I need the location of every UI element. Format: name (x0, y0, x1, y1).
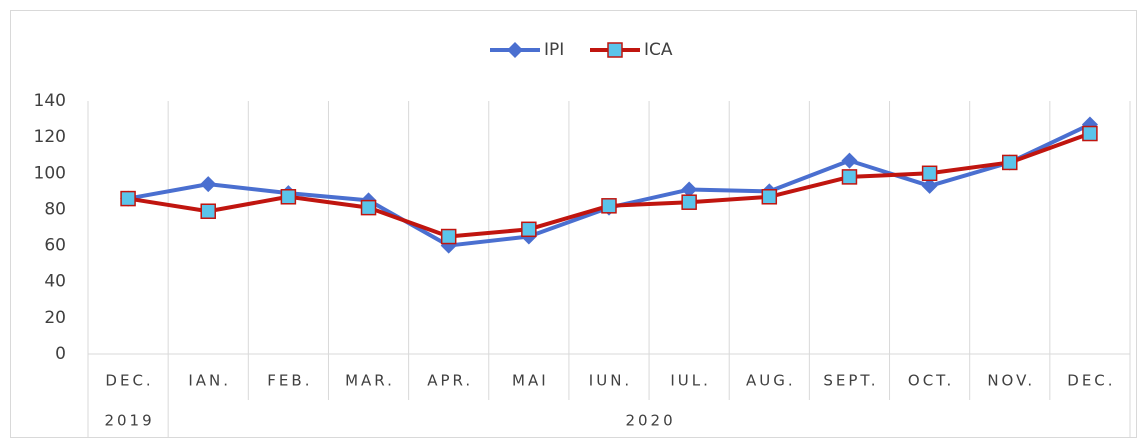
chart-border (10, 10, 1137, 438)
legend-marker (607, 42, 623, 58)
data-point (841, 169, 858, 185)
y-tick-label: 40 (44, 272, 66, 292)
y-tick-label: 60 (44, 236, 66, 256)
x-tick-label: FEB. (267, 372, 312, 390)
y-tick-label: 120 (34, 127, 66, 147)
y-tick-label: 140 (34, 91, 66, 111)
x-tick-label: IUN. (589, 372, 632, 390)
x-tick-label: APR. (427, 372, 473, 390)
data-point (200, 176, 217, 193)
x-group-label: 2020 (625, 412, 675, 430)
data-point (521, 221, 537, 238)
data-point (440, 228, 457, 245)
data-point (921, 165, 938, 182)
x-tick-label: DEC. (1067, 372, 1115, 390)
x-tick-label: IAN. (188, 372, 231, 390)
x-tick-label: OCT. (908, 372, 954, 390)
data-point (921, 177, 938, 194)
x-tick-label: DEC. (105, 372, 153, 390)
x-tick-label: AUG. (746, 372, 796, 390)
data-point (681, 181, 698, 198)
legend-label: IPI (544, 40, 564, 60)
x-tick-label: NOV. (987, 372, 1035, 390)
series-line (127, 131, 1091, 239)
x-tick-label: IUL. (670, 372, 711, 390)
x-tick-label: MAR. (345, 372, 395, 390)
data-point (681, 194, 697, 210)
data-point (120, 190, 136, 207)
y-tick-label: 80 (44, 199, 66, 219)
data-point (601, 198, 617, 214)
x-tick-label: MAI (512, 372, 549, 390)
y-tick-label: 20 (44, 308, 66, 328)
data-point (841, 152, 858, 169)
data-point (280, 189, 297, 205)
y-tick-label: 0 (55, 344, 66, 364)
y-tick-label: 100 (34, 163, 66, 183)
data-point (1082, 125, 1098, 142)
legend-label: ICA (644, 40, 673, 60)
data-point (200, 203, 216, 219)
series-line (127, 122, 1091, 248)
data-point (1002, 154, 1018, 171)
legend-marker (507, 42, 523, 58)
x-tick-label: SEPT. (823, 372, 878, 390)
data-point (360, 199, 377, 216)
data-point (761, 189, 778, 205)
x-group-label: 2019 (104, 412, 154, 430)
